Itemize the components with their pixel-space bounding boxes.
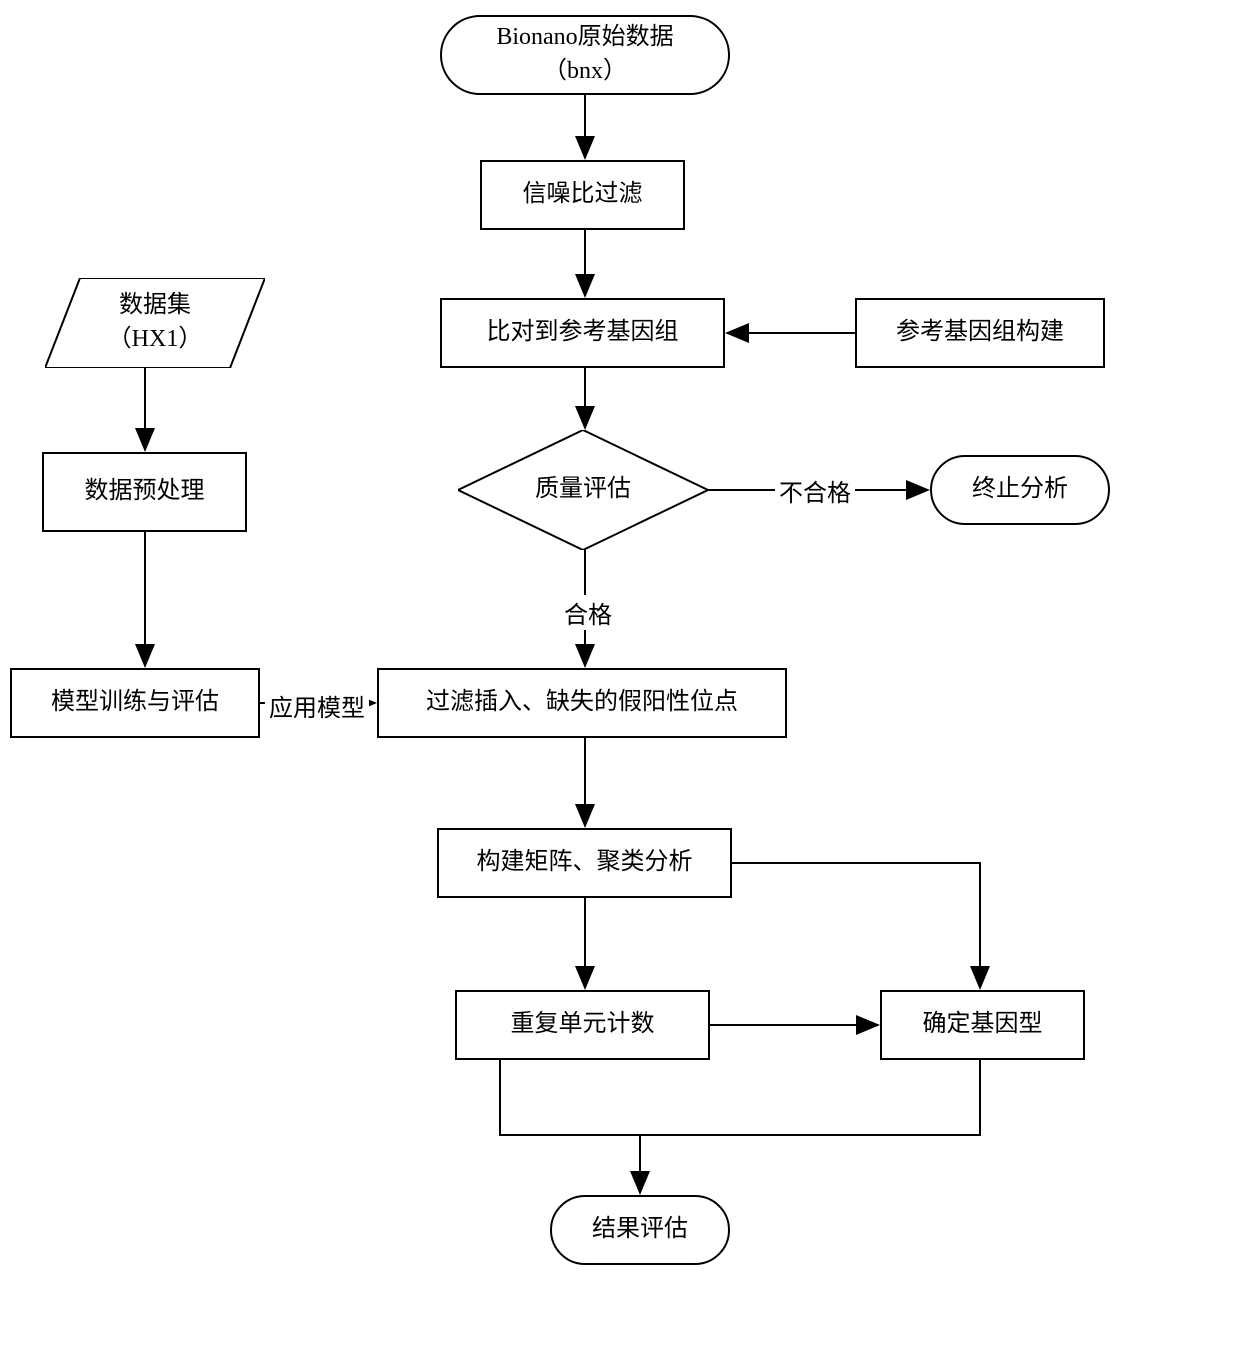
matrix-node: 构建矩阵、聚类分析 [437,828,732,898]
terminate-node: 终止分析 [930,455,1110,525]
filter-fp-node: 过滤插入、缺失的假阳性位点 [377,668,787,738]
ref-build-label: 参考基因组构建 [896,316,1064,350]
preprocess-node: 数据预处理 [42,452,247,532]
model-node: 模型训练与评估 [10,668,260,738]
quality-label: 质量评估 [535,473,631,507]
genotype-label: 确定基因型 [923,1008,1043,1042]
ref-build-node: 参考基因组构建 [855,298,1105,368]
repeat-count-node: 重复单元计数 [455,990,710,1060]
result-label: 结果评估 [592,1213,688,1247]
start-label: Bionano原始数据 （bnx） [496,21,673,88]
align-label: 比对到参考基因组 [487,316,679,350]
genotype-node: 确定基因型 [880,990,1085,1060]
preprocess-label: 数据预处理 [85,475,205,509]
dataset-label: 数据集 （HX1） [108,289,203,356]
start-node: Bionano原始数据 （bnx） [440,15,730,95]
result-node: 结果评估 [550,1195,730,1265]
edge-label-apply-model: 应用模型 [265,688,369,723]
matrix-label: 构建矩阵、聚类分析 [477,846,693,880]
model-label: 模型训练与评估 [51,686,219,720]
dataset-node: 数据集 （HX1） [45,278,265,368]
quality-node: 质量评估 [458,430,708,550]
align-node: 比对到参考基因组 [440,298,725,368]
repeat-count-label: 重复单元计数 [511,1008,655,1042]
terminate-label: 终止分析 [972,473,1068,507]
filter-fp-label: 过滤插入、缺失的假阳性位点 [426,686,738,720]
snr-filter-label: 信噪比过滤 [523,178,643,212]
edge-label-pass: 合格 [560,595,616,630]
edge-label-fail: 不合格 [775,473,855,508]
snr-filter-node: 信噪比过滤 [480,160,685,230]
